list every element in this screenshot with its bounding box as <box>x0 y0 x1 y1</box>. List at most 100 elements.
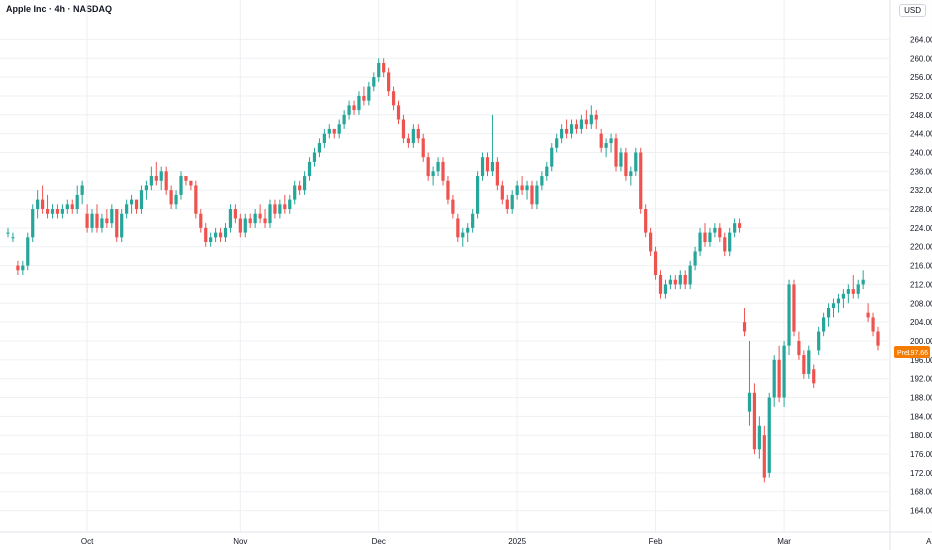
price-axis[interactable]: 164.00 168.00 172.00 176.00 180.00 184.00 188.… <box>910 35 932 515</box>
candle-body <box>530 185 534 205</box>
candle <box>525 180 529 200</box>
candle <box>584 110 588 129</box>
candle-body <box>485 157 490 172</box>
candle-body <box>624 152 628 177</box>
candle <box>490 114 495 177</box>
candle <box>154 161 158 186</box>
candle <box>624 147 628 181</box>
candle-body <box>614 138 618 167</box>
candle-body <box>6 232 10 234</box>
candle-body <box>456 218 460 238</box>
candle <box>218 227 223 243</box>
candle <box>673 275 677 290</box>
candle-body <box>238 218 242 233</box>
currency-button[interactable]: USD <box>899 4 926 17</box>
candle-body <box>752 392 757 450</box>
candle-body <box>436 161 440 172</box>
candle <box>742 307 747 337</box>
candle-body <box>406 138 411 144</box>
candle <box>446 176 450 205</box>
candle-body <box>866 312 870 318</box>
candle-body <box>693 251 697 266</box>
y-tick-label: 188.00 <box>910 394 932 403</box>
x-tick-label: Feb <box>649 537 663 546</box>
candle <box>278 199 282 219</box>
candle <box>629 166 633 186</box>
candle-body <box>762 435 766 478</box>
candle-body <box>154 176 158 181</box>
candle <box>733 218 737 238</box>
candle <box>510 190 514 214</box>
candle-body <box>475 176 480 214</box>
candle <box>273 199 277 219</box>
candle-body <box>26 237 30 266</box>
candle <box>535 180 539 210</box>
candle <box>836 293 841 313</box>
candle-body <box>777 359 781 398</box>
candle-body <box>510 194 514 210</box>
candle <box>822 312 826 337</box>
candle <box>579 114 584 134</box>
candle-body <box>471 213 475 228</box>
candle <box>100 213 104 233</box>
candle <box>466 223 470 243</box>
candle <box>16 260 20 275</box>
candle-body <box>431 171 435 177</box>
y-tick-label: 192.00 <box>910 375 932 384</box>
candle <box>21 260 25 275</box>
candle <box>268 199 272 228</box>
candle <box>90 209 94 233</box>
candle-body <box>737 223 742 228</box>
candle <box>194 180 198 219</box>
candle-body <box>377 62 381 78</box>
candle <box>569 119 574 139</box>
candle <box>436 157 440 177</box>
candle-body <box>639 152 643 210</box>
y-tick-label: 184.00 <box>910 412 932 421</box>
y-tick-label: 200.00 <box>910 337 932 346</box>
candle-body <box>757 425 761 450</box>
candle-body <box>55 209 60 214</box>
candle-body <box>812 369 816 384</box>
candle-body <box>45 209 50 214</box>
y-tick-label: 224.00 <box>910 224 932 233</box>
candle-body <box>678 275 682 285</box>
candle-body <box>80 185 84 195</box>
candle <box>298 180 302 195</box>
time-axis[interactable]: OctNovDec2025FebMarAprMay <box>81 537 932 546</box>
candle <box>6 227 10 238</box>
candle <box>396 100 401 125</box>
candle-body <box>184 176 188 181</box>
y-tick-label: 196.00 <box>910 356 932 365</box>
candle-body <box>574 124 579 129</box>
candle <box>179 171 183 200</box>
candle-body <box>500 185 504 200</box>
y-tick-label: 240.00 <box>910 149 932 158</box>
candle <box>678 270 682 290</box>
candle <box>401 114 406 144</box>
candle <box>456 213 460 243</box>
candle <box>752 383 757 455</box>
candle-body <box>831 303 836 308</box>
candle-body <box>718 227 722 238</box>
candle <box>737 218 742 233</box>
candle <box>164 166 168 195</box>
candle-body <box>36 199 40 210</box>
candle-body <box>461 232 465 238</box>
candle-body <box>16 265 20 271</box>
candle <box>817 326 821 356</box>
candle-body <box>209 237 213 243</box>
candle <box>144 180 149 200</box>
candle <box>416 124 420 144</box>
candle-body <box>421 138 425 158</box>
candle-body <box>555 138 559 148</box>
candle <box>55 204 60 219</box>
candle-body <box>584 119 588 125</box>
y-tick-label: 176.00 <box>910 450 932 459</box>
candle <box>411 124 415 148</box>
candle-body <box>75 194 79 210</box>
candle <box>723 232 727 257</box>
candle <box>70 199 74 214</box>
candle <box>500 180 504 205</box>
